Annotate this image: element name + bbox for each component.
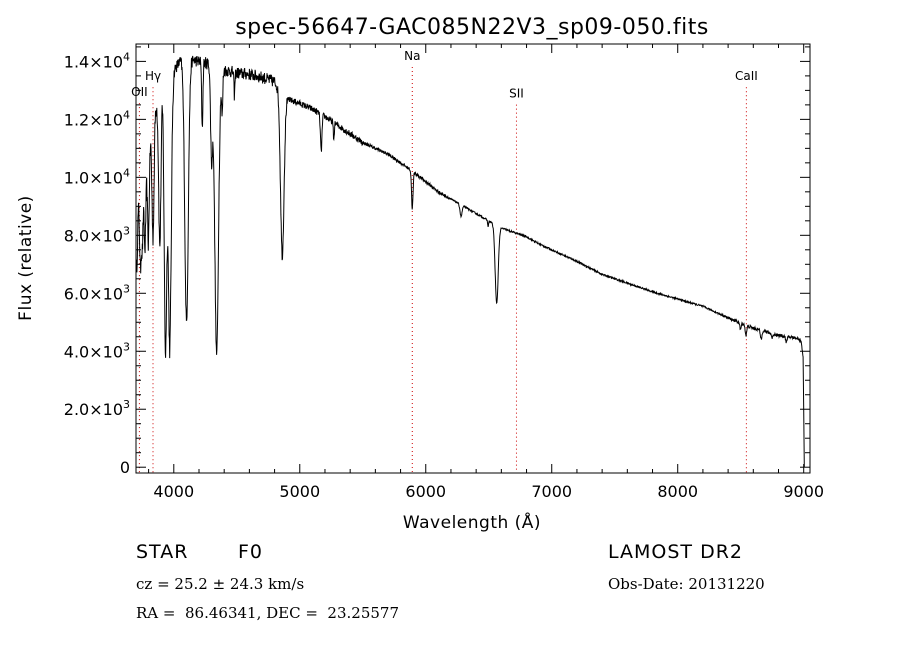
y-tick-label: 1.0×104 <box>64 166 130 187</box>
y-axis-label: Flux (relative) <box>16 195 36 321</box>
line-marker-label: Na <box>404 49 420 63</box>
redshift-text: cz = 25.2 ± 24.3 km/s <box>136 575 305 593</box>
y-tick-label: 1.2×104 <box>64 108 130 129</box>
y-tick-label: 0 <box>120 458 130 477</box>
line-marker-label: Hγ <box>145 69 161 83</box>
x-tick-label: 6000 <box>405 482 446 501</box>
survey-label: LAMOST DR2 <box>608 541 743 563</box>
obs-date-text: Obs-Date: 20131220 <box>608 575 765 593</box>
spectrum-line <box>135 55 805 468</box>
y-axis: 0 2.0×103 4.0×103 6.0×103 8.0×103 1.0×104 1.2×… <box>64 46 810 477</box>
plot-frame <box>135 43 811 474</box>
x-tick-label: 4000 <box>153 482 194 501</box>
coordinates-text: RA = 86.46341, DEC = 23.25577 <box>136 604 400 622</box>
emission-line-markers: OII Hγ Na SII CaII <box>131 49 758 473</box>
x-tick-label: 5000 <box>279 482 320 501</box>
y-tick-label: 1.4×104 <box>64 50 130 71</box>
y-tick-label: 8.0×103 <box>64 224 130 245</box>
subclass-label: F0 <box>238 541 264 563</box>
chart-title: spec-56647-GAC085N22V3_sp09-050.fits <box>235 15 709 40</box>
y-tick-label: 6.0×103 <box>64 282 130 303</box>
x-tick-label: 9000 <box>783 482 824 501</box>
line-marker-label: OII <box>131 85 148 99</box>
x-axis: 4000 5000 6000 7000 8000 9000 <box>148 44 824 501</box>
x-tick-label: 7000 <box>531 482 572 501</box>
x-axis-label: Wavelength (Å) <box>403 511 541 533</box>
y-tick-label: 2.0×103 <box>64 398 130 419</box>
line-marker-label: CaII <box>735 69 758 83</box>
class-label: STAR <box>136 541 189 563</box>
line-marker-label: SII <box>509 87 524 101</box>
x-tick-label: 8000 <box>657 482 698 501</box>
y-tick-label: 4.0×103 <box>64 340 130 361</box>
